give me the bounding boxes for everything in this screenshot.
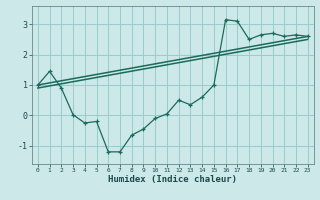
X-axis label: Humidex (Indice chaleur): Humidex (Indice chaleur) <box>108 175 237 184</box>
